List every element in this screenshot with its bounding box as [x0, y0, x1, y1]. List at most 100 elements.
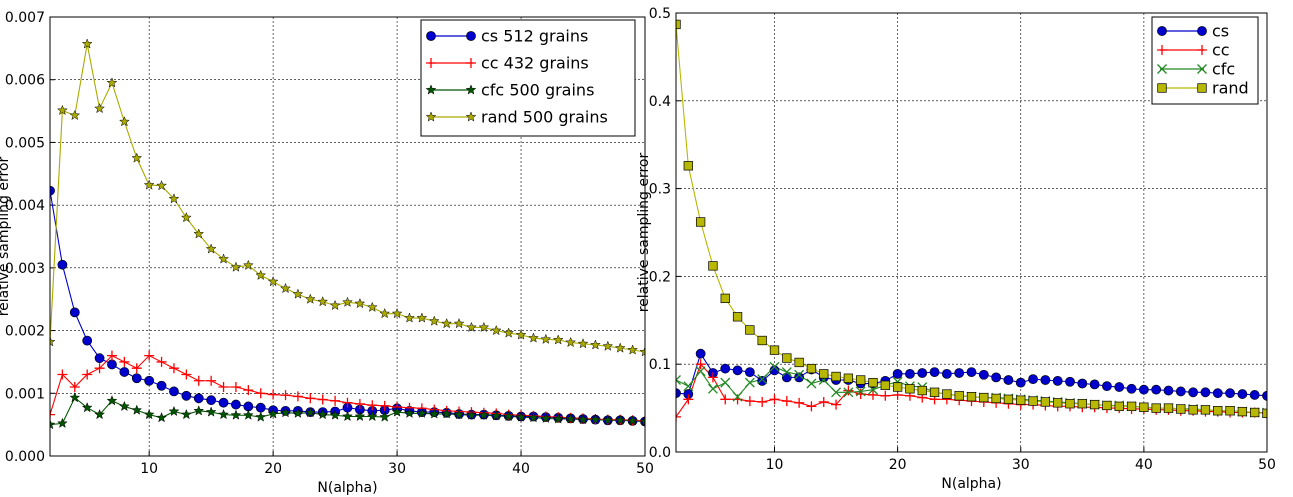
chart2-data-point — [978, 369, 989, 380]
chart1-data-point — [515, 329, 527, 340]
chart1-data-point — [230, 382, 241, 393]
chart1-data-point — [354, 410, 366, 422]
chart1-axes-frame — [49, 16, 646, 457]
chart2-data-point — [1053, 398, 1063, 408]
chart2-y-tick-label: 0.0 — [649, 445, 671, 461]
chart1-legend-marker — [465, 111, 477, 122]
chart2-data-point — [1188, 405, 1198, 415]
chart1-data-point — [441, 408, 453, 419]
chart1-data-point — [466, 321, 477, 333]
chart1-data-point — [292, 407, 304, 418]
chart2-data-point — [1139, 402, 1149, 412]
chart1-data-point — [268, 389, 279, 400]
chart1-data-point — [255, 388, 266, 399]
chart2-data-point — [781, 396, 792, 407]
chart1-data-point — [131, 404, 143, 415]
chart1-data-point — [379, 307, 391, 319]
chart1-data-point — [180, 211, 192, 223]
chart1-data-point — [292, 391, 303, 402]
chart1-data-point — [181, 369, 192, 380]
chart1-data-point — [342, 296, 353, 307]
chart2-data-point — [1065, 376, 1075, 387]
chart2-data-point — [979, 392, 989, 403]
chart1-data-point — [589, 413, 601, 425]
chart1-data-point — [242, 409, 254, 420]
chart2-data-point — [1138, 384, 1149, 395]
chart1-data-point — [589, 339, 601, 350]
chart1-data-point — [305, 393, 316, 404]
chart2-legend-marker — [1197, 26, 1207, 36]
chart1-data-point — [193, 405, 205, 416]
chart1-series-group — [50, 38, 645, 430]
chart2-data-point — [1089, 379, 1100, 390]
chart2-data-point — [1237, 406, 1248, 417]
chart2-legend-marker — [1157, 64, 1167, 74]
chart1-data-point — [230, 261, 242, 272]
chart2-data-point — [720, 363, 731, 374]
chart2-data-point — [1114, 401, 1124, 411]
chart2-axes-frame — [675, 12, 1268, 453]
chart2-legend-label: cfc — [1212, 60, 1235, 79]
chart1-data-point — [156, 179, 167, 191]
chart2-data-point — [905, 368, 915, 379]
chart1-legend-marker — [425, 84, 437, 95]
chart1-data-point — [119, 367, 130, 377]
chart1-data-point — [614, 414, 626, 425]
chart2-data-point — [1040, 397, 1051, 407]
chart2-data-point — [683, 381, 694, 392]
chart2-data-point — [1126, 401, 1137, 411]
chart2-y-tick-label: 0.4 — [649, 94, 671, 110]
chart2-data-point — [1163, 403, 1174, 413]
chart1-data-point — [205, 406, 217, 417]
chart2-data-point — [917, 368, 928, 378]
chart1-data-point — [218, 397, 229, 408]
chart1-data-point — [81, 38, 93, 49]
chart2-x-tick-label: 30 — [1012, 457, 1030, 473]
chart1-data-point — [478, 321, 490, 333]
chart2-data-point — [732, 312, 743, 322]
chart1-data-point — [81, 401, 93, 413]
chart1-data-point — [329, 409, 341, 420]
chart1-data-point — [168, 363, 179, 374]
chart1-data-point — [143, 179, 155, 190]
chart2-data-point — [1213, 406, 1223, 416]
chart2-data-point — [942, 389, 952, 399]
chart1-data-point — [168, 405, 180, 417]
chart1-data-point — [218, 382, 229, 393]
chart1-y-tick-label: 0.006 — [5, 73, 45, 89]
chart2-data-point — [1225, 388, 1235, 399]
chart1-data-point — [317, 394, 328, 405]
chart1-data-point — [57, 369, 68, 380]
chart1-data-point — [540, 412, 552, 423]
chart2-data-point — [1003, 375, 1014, 385]
chart2-data-point — [868, 377, 878, 388]
chart1-legend-marker — [465, 84, 477, 95]
chart2-data-point — [757, 374, 768, 385]
chart1-data-point — [57, 259, 68, 270]
chart1-data-point — [379, 400, 390, 411]
chart2-data-point — [880, 380, 890, 390]
chart1-data-point — [131, 373, 142, 384]
chart2-data-point — [1052, 375, 1063, 386]
chart2-data-point — [745, 325, 755, 335]
chart1-data-point — [107, 359, 117, 370]
chart1-legend-marker — [466, 31, 476, 41]
chart2-data-point — [757, 396, 768, 407]
chart2-data-point — [1016, 395, 1026, 405]
chart1-y-tick-label: 0.003 — [5, 261, 45, 277]
chart2-data-point — [683, 161, 693, 171]
chart1-data-point — [404, 312, 415, 323]
chart2-data-point — [676, 411, 681, 422]
chart1-data-point — [490, 410, 502, 421]
chart1-data-point — [94, 102, 106, 114]
chart1-data-point — [169, 386, 179, 397]
chart2-legend-marker — [1197, 83, 1207, 93]
chart2-legend-label: cs — [1212, 22, 1229, 41]
chart1-data-point — [50, 409, 55, 420]
chart1-data-point — [144, 375, 155, 386]
chart1-legend-marker — [425, 111, 437, 122]
chart2-data-point — [966, 392, 977, 402]
chart2-data-point — [1126, 383, 1137, 394]
chart2-data-point — [695, 348, 706, 359]
chart2-data-point — [1262, 390, 1267, 401]
